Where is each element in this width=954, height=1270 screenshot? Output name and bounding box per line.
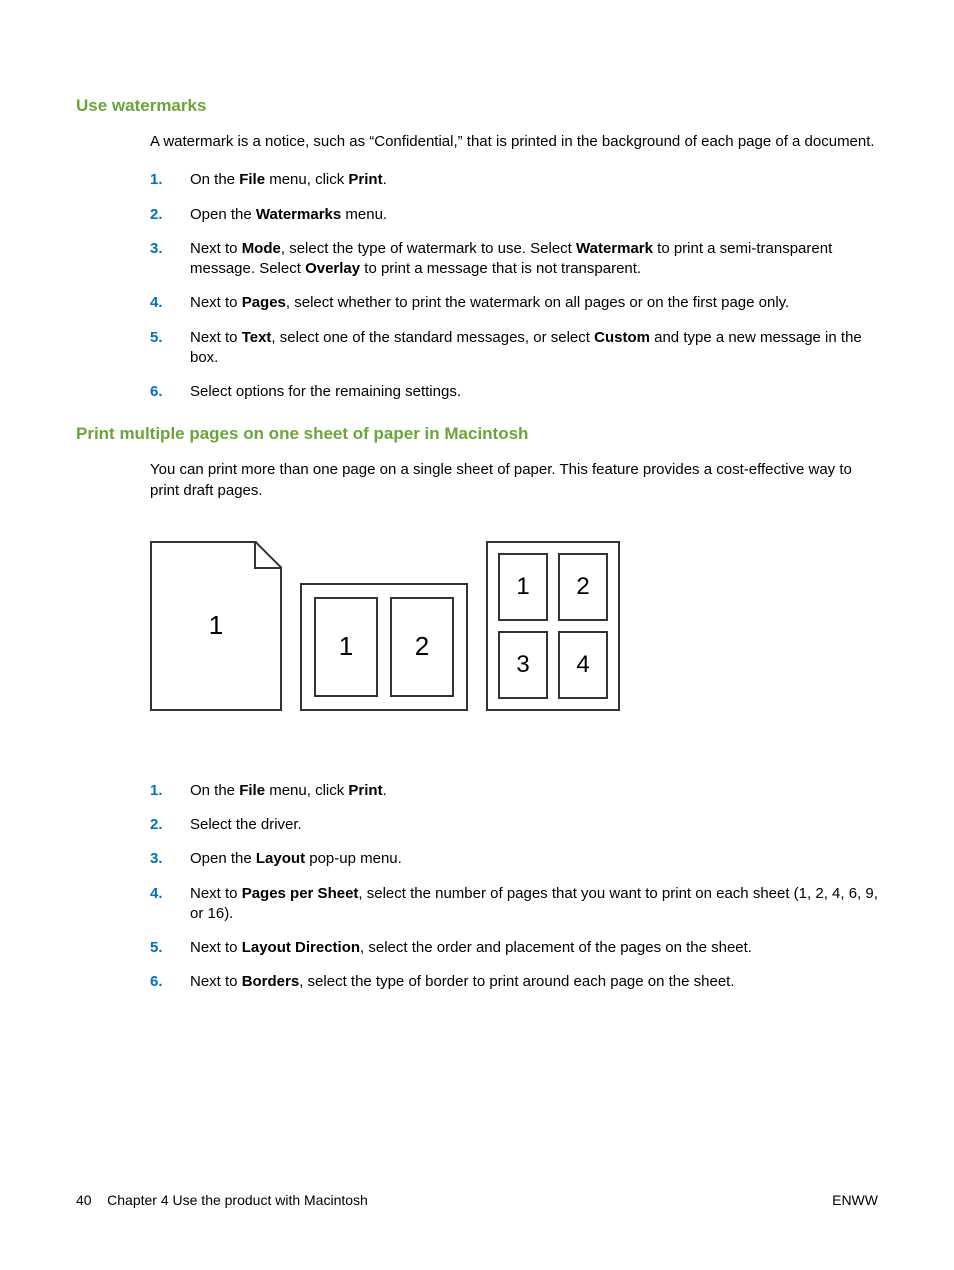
- list-item: 1. On the File menu, click Print.: [150, 781, 878, 801]
- list-number: 3.: [150, 849, 163, 869]
- diagram-cell-label: 1: [209, 610, 223, 641]
- list-number: 1.: [150, 170, 163, 190]
- list-number: 4.: [150, 293, 163, 313]
- list-text: Next to Layout Direction, select the ord…: [190, 939, 752, 956]
- diagram-cell: 2: [390, 597, 454, 697]
- list-item: 1. On the File menu, click Print.: [150, 170, 878, 190]
- diagram-cell: 1: [314, 597, 378, 697]
- list-text: On the File menu, click Print.: [190, 782, 387, 799]
- list-item: 6. Next to Borders, select the type of bo…: [150, 972, 878, 992]
- diagram-single-page: 1: [150, 541, 282, 711]
- list-item: 3. Next to Mode, select the type of water…: [150, 239, 878, 280]
- list-number: 2.: [150, 815, 163, 835]
- list-number: 3.: [150, 239, 163, 259]
- list-number: 1.: [150, 781, 163, 801]
- list-text: Next to Pages per Sheet, select the numb…: [190, 885, 878, 922]
- document-page: Use watermarks A watermark is a notice, …: [0, 0, 954, 993]
- list-text: Select options for the remaining setting…: [190, 383, 461, 400]
- section-heading-multipage: Print multiple pages on one sheet of pap…: [76, 424, 878, 444]
- list-number: 6.: [150, 972, 163, 992]
- list-text: Next to Text, select one of the standard…: [190, 329, 862, 366]
- diagram-cell: 3: [498, 631, 548, 699]
- steps-multipage: 1. On the File menu, click Print. 2. Select…: [76, 781, 878, 993]
- list-number: 6.: [150, 382, 163, 402]
- list-item: 6. Select options for the remaining setti…: [150, 382, 878, 402]
- list-text: Next to Borders, select the type of bord…: [190, 973, 735, 990]
- diagram-four-up: 1 2 3 4: [486, 541, 620, 711]
- list-item: 4. Next to Pages per Sheet, select the nu…: [150, 884, 878, 925]
- steps-watermarks: 1. On the File menu, click Print. 2. Open t…: [76, 170, 878, 402]
- list-item: 2. Select the driver.: [150, 815, 878, 835]
- diagram-cell: 4: [558, 631, 608, 699]
- pages-per-sheet-diagram: 1 1 2 1 2 3 4: [76, 541, 878, 711]
- list-text: Open the Watermarks menu.: [190, 206, 387, 223]
- list-text: Next to Pages, select whether to print t…: [190, 294, 789, 311]
- footer-right: ENWW: [832, 1192, 878, 1208]
- list-text: On the File menu, click Print.: [190, 171, 387, 188]
- list-item: 5. Next to Layout Direction, select the o…: [150, 938, 878, 958]
- list-item: 5. Next to Text, select one of the standa…: [150, 328, 878, 369]
- section-heading-watermarks: Use watermarks: [76, 96, 878, 116]
- list-number: 5.: [150, 328, 163, 348]
- footer-left: 40 Chapter 4 Use the product with Macint…: [76, 1192, 368, 1208]
- list-number: 5.: [150, 938, 163, 958]
- list-text: Next to Mode, select the type of waterma…: [190, 240, 832, 277]
- list-number: 2.: [150, 205, 163, 225]
- intro-watermarks: A watermark is a notice, such as “Confid…: [76, 132, 878, 152]
- page-footer: 40 Chapter 4 Use the product with Macint…: [76, 1192, 878, 1208]
- diagram-cell: 2: [558, 553, 608, 621]
- list-item: 3. Open the Layout pop-up menu.: [150, 849, 878, 869]
- list-number: 4.: [150, 884, 163, 904]
- diagram-cell: 1: [498, 553, 548, 621]
- diagram-two-up: 1 2: [300, 583, 468, 711]
- list-text: Open the Layout pop-up menu.: [190, 850, 402, 867]
- list-text: Select the driver.: [190, 816, 302, 833]
- list-item: 2. Open the Watermarks menu.: [150, 205, 878, 225]
- intro-multipage: You can print more than one page on a si…: [76, 460, 878, 501]
- list-item: 4. Next to Pages, select whether to print…: [150, 293, 878, 313]
